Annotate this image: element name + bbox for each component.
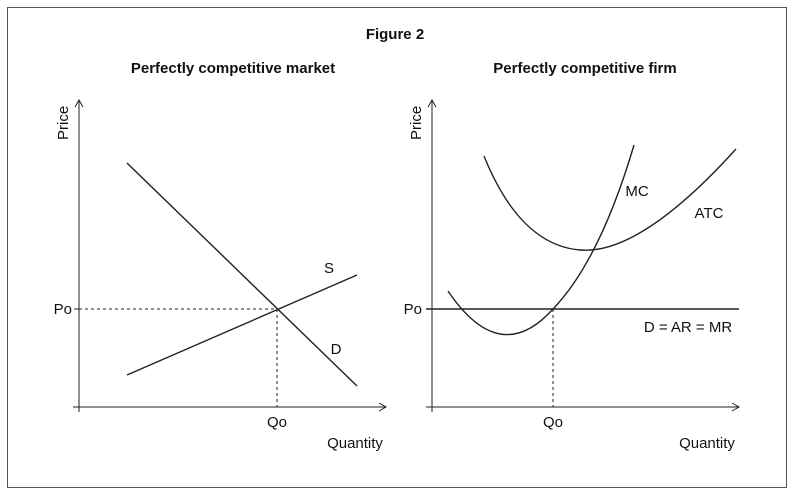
market-panel: Perfectly competitive market Price Quant… [54,60,388,452]
market-y-axis-label: Price [55,106,72,140]
firm-y-axis-arrow [427,98,437,108]
firm-quantity-label: Qo [543,414,563,431]
firm-demand-label: D = AR = MR [644,319,733,336]
firm-x-axis-label: Quantity [679,435,735,452]
firm-price-label: Po [404,301,422,318]
market-quantity-label: Qo [267,414,287,431]
market-y-axis-arrow [74,98,84,108]
market-price-label: Po [54,301,72,318]
firm-atc-curve [483,148,737,251]
market-title: Perfectly competitive market [131,60,335,77]
market-x-axis-label: Quantity [327,435,383,452]
firm-mc-curve [447,144,635,336]
market-x-axis-arrow [378,402,388,412]
market-demand-label: D [331,341,342,358]
firm-panel: Perfectly competitive firm Price Quantit… [404,60,741,452]
firm-y-axis-label: Price [408,106,425,140]
firm-atc-label: ATC [695,205,724,222]
figure-title: Figure 2 [366,26,424,43]
firm-mc-label: MC [625,183,648,200]
firm-x-axis-arrow [731,402,741,412]
market-supply-label: S [324,260,334,277]
market-demand-curve [126,162,358,387]
firm-title: Perfectly competitive firm [493,60,676,77]
figure-frame [7,7,787,488]
market-supply-curve [126,274,358,376]
